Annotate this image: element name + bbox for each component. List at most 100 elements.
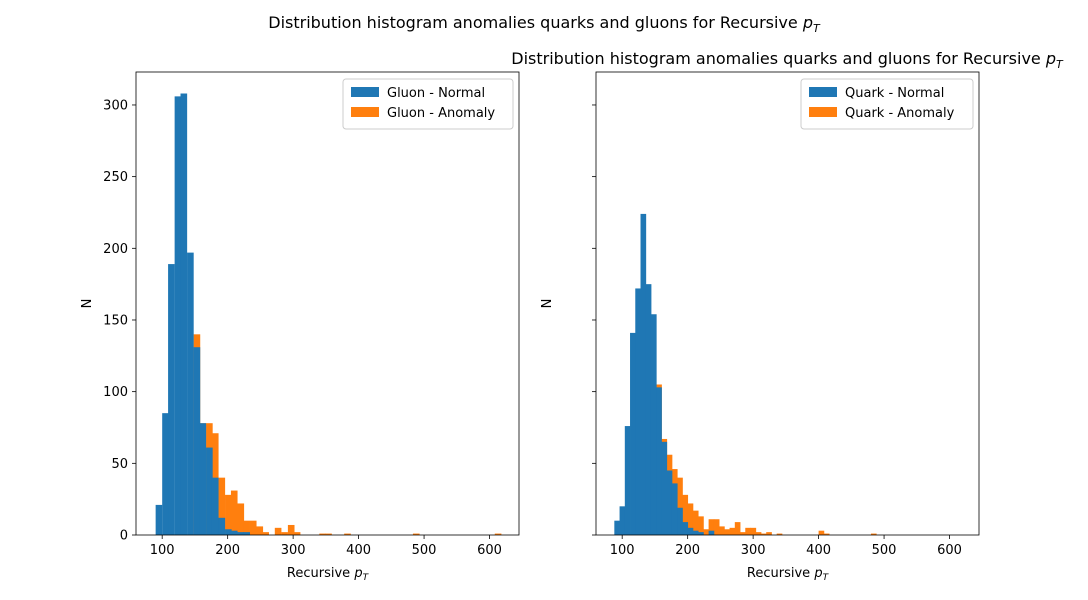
y-tick-label: 300: [103, 98, 128, 113]
y-tick-label: 150: [103, 313, 128, 328]
legend: Gluon - Normal Gluon - Anomaly: [342, 78, 514, 130]
gluon-anomaly-bar: [274, 527, 282, 535]
gluon-normal-bar: [237, 532, 245, 535]
x-tick-label: 200: [675, 543, 700, 558]
gluon-anomaly-bar: [319, 533, 326, 535]
quark-anomaly-bar: [818, 530, 825, 535]
quark-anomaly-bar: [713, 519, 720, 535]
quark-anomaly-bar: [740, 532, 746, 535]
gluon-normal-bar: [193, 347, 201, 535]
gluon-normal-bar: [155, 504, 163, 535]
gluon-anomaly-bar: [237, 503, 245, 535]
gluon-anomaly-bar: [287, 524, 295, 535]
gluon-anomaly-bar: [262, 532, 269, 535]
gluon-anomaly-bar: [325, 533, 332, 535]
quark-anomaly-bar: [745, 527, 751, 535]
axes-frame: [595, 71, 980, 536]
x-tick-label: 100: [150, 543, 175, 558]
x-tick-label: 300: [741, 543, 766, 558]
quark-anomaly-bar: [703, 529, 710, 535]
gluon-normal-bar: [243, 532, 250, 535]
quark-anomaly-bar: [823, 533, 830, 535]
quark-normal-bar: [640, 213, 647, 535]
legend-swatch: [809, 87, 837, 97]
legend-box: [342, 78, 514, 130]
gluon-normal-bar: [180, 93, 188, 535]
y-tick-label: 200: [103, 242, 128, 257]
quark-histogram-panel: 100 200 300 400 500 600 Recursive pT N Distribut…: [511, 49, 1064, 583]
gluon-anomaly-bar: [225, 494, 232, 535]
y-axis-label: N: [540, 299, 555, 309]
quark-normal-bar: [687, 527, 694, 535]
gluon-normal-bar: [230, 530, 238, 535]
quark-anomaly-bar: [729, 527, 736, 535]
quark-normal-bar: [650, 314, 657, 535]
gluon-anomaly-bar: [230, 490, 238, 535]
x-tick-label: 400: [346, 543, 371, 558]
quark-normal-bar: [708, 530, 715, 535]
gluon-normal-bar: [225, 529, 232, 535]
x-tick-label: 500: [872, 543, 897, 558]
quark-normal-bar: [671, 483, 678, 535]
quark-normal-bar: [635, 288, 641, 535]
axes-frame: [135, 71, 520, 536]
gluon-normal-bar: [187, 252, 194, 536]
y-axis-label: N: [80, 299, 95, 309]
gluon-anomaly-bar: [249, 520, 257, 535]
x-axis-label: Recursive pT: [747, 566, 830, 583]
gluon-anomaly-bar: [412, 533, 420, 535]
gluon-anomaly-bar: [344, 533, 351, 535]
y-tick-label: 100: [103, 385, 128, 400]
legend-label: Gluon - Normal: [387, 86, 485, 101]
quark-normal-bar: [614, 520, 620, 535]
gluon-anomaly-bar: [218, 477, 226, 535]
x-tick-label: 100: [610, 543, 635, 558]
x-tick-label: 600: [477, 543, 502, 558]
quark-anomaly-bar: [708, 519, 715, 535]
quark-anomaly-bar: [766, 532, 772, 535]
quark-anomaly-bar: [724, 529, 730, 535]
quark-anomaly-bar: [698, 516, 704, 535]
gluon-normal-bar: [218, 517, 226, 535]
figure-suptitle: Distribution histogram anomalies quarks …: [268, 13, 821, 35]
quark-normal-bar: [677, 507, 683, 535]
gluon-normal-bar: [162, 413, 169, 535]
quark-anomaly-bar: [750, 527, 757, 535]
y-tick-label: 250: [103, 170, 128, 185]
quark-anomaly-bar: [776, 533, 783, 535]
gluon-normal-bar: [211, 477, 219, 535]
legend-label: Quark - Normal: [845, 86, 944, 101]
gluon-normal-bar: [199, 423, 207, 535]
quark-normal-bar: [682, 522, 689, 535]
gluon-normal-bar: [206, 447, 213, 535]
quark-normal-bar: [661, 441, 668, 535]
quark-normal-bar: [666, 470, 673, 535]
legend-swatch: [351, 87, 379, 97]
y-tick-label: 0: [120, 529, 128, 544]
x-tick-label: 600: [937, 543, 962, 558]
quark-anomaly-bar: [760, 533, 767, 535]
gluon-anomaly-bar: [243, 520, 250, 535]
quark-anomaly-bar: [734, 522, 741, 535]
quark-normal-bar: [619, 506, 626, 535]
legend-label: Gluon - Anomaly: [387, 106, 495, 121]
quark-normal-bar: [698, 532, 704, 535]
quark-normal-bar: [624, 426, 631, 535]
axes-title: Distribution histogram anomalies quarks …: [511, 49, 1064, 71]
quark-normal-bar: [630, 332, 636, 535]
x-tick-label: 200: [215, 543, 240, 558]
quark-anomaly-bar: [870, 533, 877, 535]
legend-swatch: [351, 107, 379, 117]
quark-anomaly-bar: [719, 526, 725, 535]
quark-anomaly-bar: [677, 477, 683, 535]
x-tick-label: 400: [806, 543, 831, 558]
quark-normal-bar: [645, 284, 652, 535]
gluon-anomaly-bar: [281, 532, 288, 535]
gluon-normal-bar: [174, 96, 182, 536]
gluon-histogram-panel: 100 200 300 400 500 600 0 50 100 150 200 250 300 Recu…: [80, 71, 520, 583]
x-axis-label: Recursive pT: [287, 566, 370, 583]
gluon-anomaly-bar: [256, 526, 264, 535]
quark-normal-bar: [692, 530, 699, 535]
legend-label: Quark - Anomaly: [845, 106, 955, 121]
